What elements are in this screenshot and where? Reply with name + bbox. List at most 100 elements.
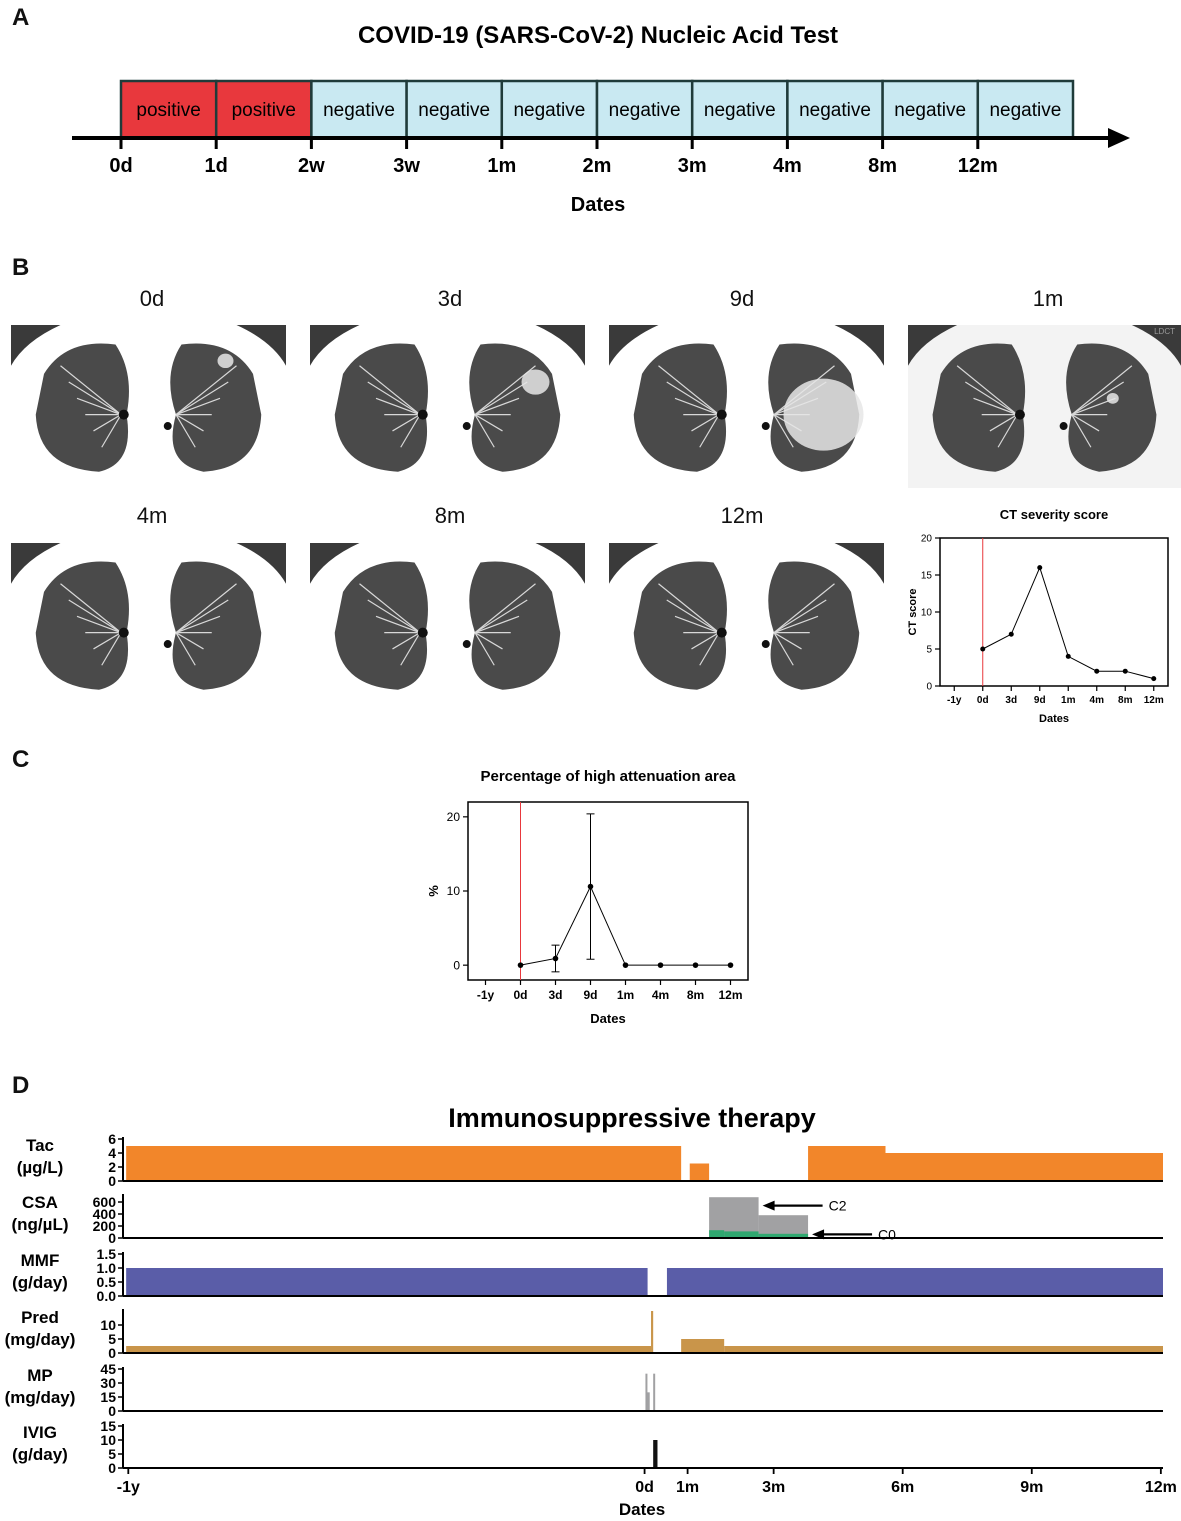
x-tick-label: 9d — [1034, 695, 1046, 706]
vessel — [474, 414, 495, 448]
x-tick-label: 4m — [652, 988, 669, 1002]
dose-bar — [126, 1146, 682, 1181]
x-axis-label: Dates — [1039, 713, 1069, 725]
timeline-tick-label: 2m — [583, 155, 612, 177]
vessel — [175, 615, 221, 634]
vessel — [674, 615, 720, 634]
ct-scan-image — [11, 543, 286, 706]
vessel — [666, 381, 720, 416]
ct-scan-label: 4m — [136, 503, 168, 528]
y-tick-label: 15 — [100, 1418, 116, 1434]
vessel — [76, 615, 122, 634]
ct-scan-label: 9d — [729, 286, 755, 311]
vessel — [1071, 365, 1133, 416]
right-lung — [469, 561, 561, 690]
y-tick-label: 20 — [921, 534, 933, 545]
y-tick-label: 5 — [108, 1331, 116, 1347]
airway — [1014, 409, 1025, 420]
vessel — [699, 414, 720, 448]
row-drug-name: MMF — [21, 1251, 60, 1270]
vessel — [997, 414, 1018, 448]
x-tick-label: 0d — [513, 988, 527, 1002]
y-tick-label: 10 — [921, 608, 933, 619]
vessel — [93, 632, 122, 650]
vessel — [666, 599, 720, 634]
x-tick-label: 0d — [635, 1479, 654, 1496]
y-tick-label: 0 — [108, 1460, 116, 1476]
dose-bar — [653, 1440, 658, 1468]
timeline-tick-label: 3m — [678, 155, 707, 177]
vessel — [400, 632, 421, 666]
segment-label: negative — [418, 100, 490, 121]
y-axis-label: CT score — [908, 588, 919, 635]
airway — [417, 409, 428, 420]
timeline-tick-label: 0d — [109, 155, 132, 177]
y-tick-label: 10 — [100, 1432, 116, 1448]
vessel — [1071, 414, 1092, 448]
y-tick-label: 30 — [100, 1375, 116, 1391]
y-tick-label: 20 — [447, 810, 461, 824]
chart-title: Percentage of high attenuation area — [480, 768, 736, 785]
vessel — [1071, 414, 1100, 432]
ct-scan-image — [609, 325, 884, 488]
airway — [716, 409, 727, 420]
row-unit: (mg/day) — [5, 1330, 76, 1349]
airway — [417, 627, 428, 638]
x-tick-label: 0d — [977, 695, 989, 706]
dose-bar — [666, 1268, 1163, 1296]
vessel — [474, 599, 528, 634]
ct-scan-image — [310, 325, 585, 488]
ct-scan-image — [609, 543, 884, 706]
airway — [118, 627, 129, 638]
y-tick-label: 5 — [108, 1446, 116, 1462]
data-point — [657, 962, 664, 968]
y-tick-label: 0 — [926, 682, 932, 693]
test-result-segment: negative — [595, 79, 694, 140]
test-result-segment: positive — [214, 79, 313, 140]
right-lung — [768, 561, 860, 690]
timeline-tick-label: 12m — [958, 155, 998, 177]
panel-label-b: B — [12, 254, 30, 281]
vessel — [93, 414, 122, 432]
annotation-arrowhead — [762, 1200, 775, 1211]
dose-bar — [709, 1230, 725, 1238]
panel-label-d: D — [12, 1072, 30, 1099]
vessel — [175, 414, 204, 432]
vessel — [474, 632, 495, 666]
plot-frame — [467, 801, 749, 981]
dose-bar — [653, 1373, 656, 1411]
ct-corner — [535, 325, 585, 366]
y-tick-label: 0 — [453, 958, 460, 972]
dose-bar — [724, 1231, 759, 1238]
segment-label: positive — [232, 100, 296, 121]
vessel — [699, 632, 720, 666]
airway — [761, 640, 770, 649]
annotation-label: C2 — [829, 1198, 847, 1214]
test-result-segment: negative — [976, 79, 1075, 140]
x-tick-label: 6m — [891, 1479, 914, 1496]
data-point — [727, 962, 734, 968]
data-point — [552, 955, 559, 962]
segment-box — [405, 79, 504, 140]
panel-label-a: A — [12, 4, 30, 31]
data-point — [517, 962, 524, 968]
timeline-tick-label: 2w — [298, 155, 325, 177]
vessel — [773, 632, 802, 650]
y-tick-label: 5 — [926, 645, 932, 656]
data-point — [1037, 565, 1043, 571]
y-tick-label: 1.5 — [97, 1246, 117, 1262]
vessel — [773, 632, 794, 666]
timeline-arrowhead — [1108, 128, 1130, 148]
row-unit: (µg/L) — [17, 1158, 64, 1177]
y-axis-label: % — [426, 885, 441, 897]
data-point — [587, 883, 594, 890]
panel-label-c: C — [12, 746, 30, 773]
dose-bar — [646, 1392, 650, 1411]
annotation-arrowhead — [812, 1229, 825, 1240]
x-tick-label: 12m — [1144, 695, 1164, 706]
vessel — [989, 414, 1018, 432]
vessel — [367, 599, 421, 634]
row-unit: (g/day) — [12, 1445, 68, 1464]
